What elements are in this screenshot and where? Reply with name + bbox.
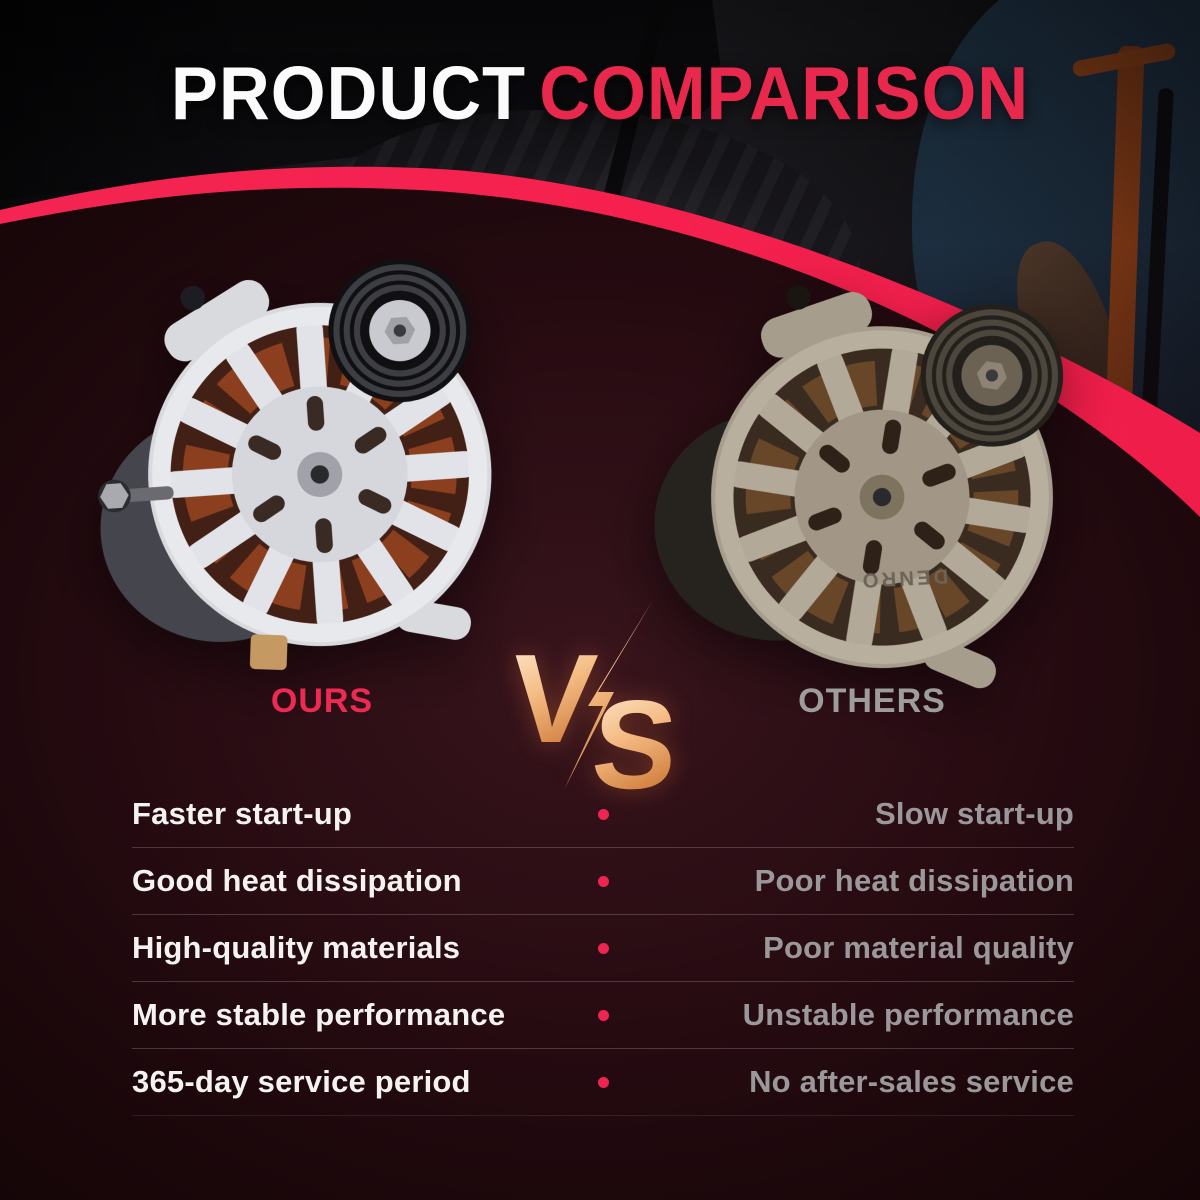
title-product: PRODUCT <box>170 51 527 135</box>
ours-feature: More stable performance <box>132 997 506 1032</box>
table-row: Faster start-up Slow start-up <box>132 781 1074 847</box>
comparison-table: Faster start-up Slow start-up Good heat … <box>132 781 1074 1116</box>
table-row: More stable performance Unstable perform… <box>132 981 1074 1048</box>
table-bottom-divider <box>132 1115 1074 1116</box>
table-row: High-quality materials Poor material qua… <box>132 914 1074 981</box>
vs-emblem: V S <box>507 600 682 815</box>
bullet-dot-icon <box>597 1076 609 1088</box>
ours-column-label: OURS <box>270 682 374 720</box>
vs-letter-s: S <box>588 674 682 815</box>
bullet-dot-icon <box>597 808 609 820</box>
lightning-bolt-icon <box>564 600 653 790</box>
ours-feature: High-quality materials <box>132 930 461 965</box>
others-column-label: OTHERS <box>798 682 946 720</box>
others-feature: Unstable performance <box>742 997 1074 1032</box>
ours-feature: Good heat dissipation <box>132 863 462 898</box>
vs-letter-v: V <box>507 628 601 769</box>
ours-feature: 365-day service period <box>132 1064 471 1099</box>
others-feature: Poor heat dissipation <box>754 863 1074 898</box>
bullet-dot-icon <box>597 1009 609 1021</box>
others-feature: Slow start-up <box>875 796 1074 831</box>
others-stamp-text: DENRO <box>859 564 949 591</box>
others-feature: Poor material quality <box>763 930 1074 965</box>
others-product-image: DENRO <box>618 204 1153 739</box>
ours-product-image <box>56 197 580 670</box>
others-feature: No after-sales service <box>749 1064 1074 1099</box>
title-comparison: COMPARISON <box>539 51 1030 135</box>
ours-feature: Faster start-up <box>132 796 353 831</box>
page-title: PRODUCT COMPARISON <box>36 50 1164 136</box>
bullet-dot-icon <box>597 942 609 954</box>
table-row: 365-day service period No after-sales se… <box>132 1048 1074 1115</box>
bullet-dot-icon <box>597 875 609 887</box>
table-row: Good heat dissipation Poor heat dissipat… <box>132 847 1074 914</box>
